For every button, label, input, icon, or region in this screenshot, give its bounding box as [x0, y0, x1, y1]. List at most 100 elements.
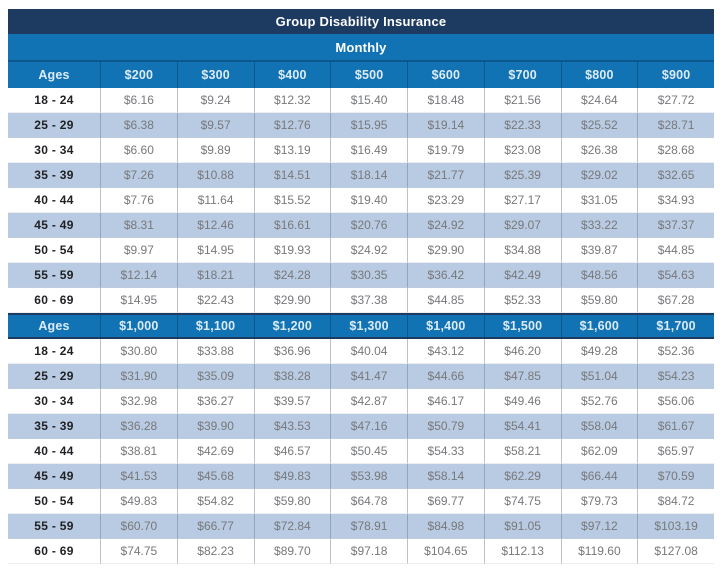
premium-cell: $19.79	[407, 138, 484, 163]
premium-cell: $37.38	[330, 288, 407, 313]
premium-cell: $54.82	[176, 489, 254, 514]
premium-cell: $58.04	[560, 414, 638, 439]
premium-cell: $49.28	[560, 339, 638, 364]
ages-header-cell: Ages	[38, 68, 70, 82]
premium-cell: $54.33	[407, 439, 484, 464]
premium-cell: $47.16	[330, 414, 407, 439]
rate-row: 55 - 59 $60.70 $66.77 $72.84 $78.91 $84.98 $91…	[8, 514, 714, 539]
age-range-cell: 55 - 59	[8, 514, 100, 539]
premium-cell: $65.97	[637, 439, 714, 464]
premium-cell: $51.04	[560, 364, 638, 389]
premium-cell: $54.41	[483, 414, 561, 439]
premium-cell: $12.14	[100, 263, 177, 288]
premium-cell: $30.35	[330, 263, 407, 288]
premium-cell: $18.48	[407, 88, 484, 113]
premium-cell: $29.90	[407, 238, 484, 263]
premium-cell: $42.87	[330, 389, 407, 414]
premium-cell: $6.60	[100, 138, 177, 163]
premium-cell: $30.80	[100, 339, 177, 364]
premium-cell: $54.63	[637, 263, 714, 288]
age-range-cell: 30 - 34	[8, 138, 100, 163]
age-range-cell: 40 - 44	[8, 188, 100, 213]
premium-cell: $28.71	[637, 113, 714, 138]
premium-cell: $46.20	[483, 339, 561, 364]
age-range-cell: 25 - 29	[8, 364, 100, 389]
age-range-cell: 18 - 24	[8, 88, 100, 113]
age-range-cell: 35 - 39	[8, 163, 100, 188]
premium-cell: $31.05	[560, 188, 638, 213]
age-range-cell: 18 - 24	[8, 339, 100, 364]
premium-cell: $103.19	[637, 514, 714, 539]
premium-cell: $97.12	[560, 514, 638, 539]
age-range-cell: 55 - 59	[8, 263, 100, 288]
rate-row: 40 - 44 $7.76 $11.64 $15.52 $19.40 $23.29 $27.…	[8, 188, 714, 213]
premium-cell: $62.09	[560, 439, 638, 464]
premium-cell: $43.53	[253, 414, 331, 439]
age-range-cell: 45 - 49	[8, 213, 100, 238]
premium-cell: $25.39	[483, 163, 561, 188]
premium-cell: $82.23	[176, 539, 254, 564]
premium-cell: $22.43	[176, 288, 254, 313]
benefit-amount-header-cell: $1,100	[176, 315, 254, 337]
benefit-amount-header-cell: $600	[407, 62, 484, 88]
premium-cell: $66.44	[560, 464, 638, 489]
rate-row: 45 - 49 $41.53 $45.68 $49.83 $53.98 $58.14 $62…	[8, 464, 714, 489]
benefit-amount-header-cell: $400	[253, 62, 331, 88]
rate-row: 50 - 54 $9.97 $14.95 $19.93 $24.92 $29.90 $34.…	[8, 238, 714, 263]
premium-cell: $36.42	[407, 263, 484, 288]
benefit-amount-header-cell: $300	[176, 62, 254, 88]
premium-cell: $32.65	[637, 163, 714, 188]
premium-cell: $28.68	[637, 138, 714, 163]
premium-cell: $10.88	[176, 163, 254, 188]
premium-cell: $119.60	[560, 539, 638, 564]
premium-cell: $74.75	[100, 539, 177, 564]
premium-cell: $53.98	[330, 464, 407, 489]
rate-row: 35 - 39 $7.26 $10.88 $14.51 $18.14 $21.77 $25.…	[8, 163, 714, 188]
premium-cell: $16.61	[253, 213, 331, 238]
premium-cell: $127.08	[637, 539, 714, 564]
premium-cell: $49.46	[483, 389, 561, 414]
age-range-cell: 50 - 54	[8, 238, 100, 263]
premium-cell: $61.67	[637, 414, 714, 439]
premium-cell: $14.95	[176, 238, 254, 263]
group-disability-rate-table: Group Disability Insurance Monthly Ages $…	[8, 9, 714, 564]
premium-cell: $20.76	[330, 213, 407, 238]
premium-cell: $42.69	[176, 439, 254, 464]
premium-cell: $14.51	[253, 163, 331, 188]
premium-cell: $38.81	[100, 439, 177, 464]
premium-cell: $7.26	[100, 163, 177, 188]
premium-cell: $35.09	[176, 364, 254, 389]
premium-cell: $36.96	[253, 339, 331, 364]
premium-cell: $59.80	[560, 288, 638, 313]
premium-cell: $18.21	[176, 263, 254, 288]
premium-cell: $64.78	[330, 489, 407, 514]
premium-cell: $8.31	[100, 213, 177, 238]
premium-cell: $67.28	[637, 288, 714, 313]
age-range-cell: 50 - 54	[8, 489, 100, 514]
rate-row: 45 - 49 $8.31 $12.46 $16.61 $20.76 $24.92 $29.…	[8, 213, 714, 238]
premium-cell: $36.28	[100, 414, 177, 439]
premium-cell: $37.37	[637, 213, 714, 238]
premium-cell: $41.47	[330, 364, 407, 389]
premium-cell: $42.49	[483, 263, 561, 288]
premium-cell: $52.76	[560, 389, 638, 414]
premium-cell: $84.72	[637, 489, 714, 514]
premium-cell: $62.29	[483, 464, 561, 489]
premium-cell: $44.85	[637, 238, 714, 263]
premium-cell: $22.33	[483, 113, 561, 138]
premium-cell: $12.76	[253, 113, 331, 138]
premium-cell: $32.98	[100, 389, 177, 414]
premium-cell: $58.21	[483, 439, 561, 464]
rate-row: 60 - 69 $74.75 $82.23 $89.70 $97.18 $104.65 $1…	[8, 539, 714, 564]
premium-cell: $19.93	[253, 238, 331, 263]
premium-cell: $72.84	[253, 514, 331, 539]
premium-cell: $34.93	[637, 188, 714, 213]
premium-cell: $47.85	[483, 364, 561, 389]
age-range-cell: 40 - 44	[8, 439, 100, 464]
premium-cell: $49.83	[100, 489, 177, 514]
benefit-amount-header-cell: $200	[100, 62, 177, 88]
rate-tables: Ages $200 $300 $400 $500 $600 $700 $800 $900 18 -…	[8, 60, 714, 564]
ages-header-row: Ages $200 $300 $400 $500 $600 $700 $800 $900	[8, 60, 714, 88]
premium-cell: $29.02	[560, 163, 638, 188]
age-range-cell: 35 - 39	[8, 414, 100, 439]
